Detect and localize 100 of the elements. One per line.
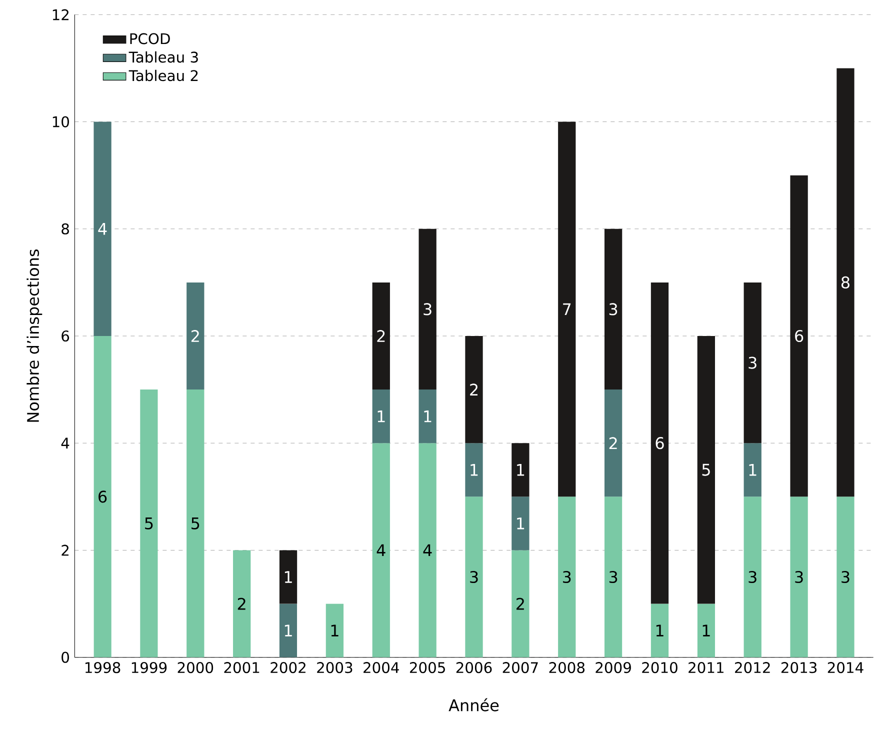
data-label: 1: [656, 624, 664, 636]
bar: [744, 443, 762, 497]
x-tick-label: 2001: [224, 662, 260, 674]
legend-label: Tableau 3: [128, 51, 198, 63]
data-label: 1: [702, 624, 710, 636]
x-tick-label: 2008: [549, 662, 585, 674]
data-label: 6: [795, 330, 804, 342]
bar: [512, 496, 530, 550]
y-tick-label: 6: [62, 330, 70, 342]
data-label: 3: [424, 303, 432, 316]
data-label: 2: [377, 330, 385, 342]
bar: [604, 390, 622, 497]
x-tick-label: 2014: [828, 662, 864, 674]
data-label: 5: [192, 517, 200, 530]
bar: [279, 604, 298, 658]
x-tick-label: 2006: [456, 662, 492, 674]
data-label: 3: [795, 570, 803, 584]
x-tick-label: 2004: [364, 662, 399, 674]
y-tick-label: 2: [62, 544, 68, 556]
data-label: 1: [749, 464, 756, 476]
bar: [744, 282, 762, 444]
bar: [186, 390, 204, 658]
bar: [372, 443, 390, 658]
data-label: 5: [702, 464, 710, 476]
x-tick-label: 2000: [178, 662, 214, 674]
bar: [650, 604, 669, 658]
x-tick-label: 2002: [270, 662, 306, 674]
bar: [418, 443, 436, 658]
bar: [465, 443, 483, 497]
bar: [697, 604, 715, 658]
y-tick-label: 8: [62, 223, 69, 234]
bar: [372, 390, 390, 444]
bar: [465, 336, 483, 444]
bar: [279, 550, 298, 604]
data-label: 1: [331, 624, 338, 636]
y-tick-label: 10: [52, 116, 69, 128]
x-tick-label: 1999: [132, 662, 167, 674]
bar: [650, 282, 669, 604]
data-label: 1: [517, 464, 524, 476]
data-label: 1: [470, 464, 478, 476]
data-label: 1: [284, 624, 292, 636]
data-label: 1: [378, 410, 385, 422]
bar: [94, 336, 112, 658]
bar: [418, 228, 436, 390]
bar: [790, 175, 808, 497]
y-tick-label: 4: [61, 438, 70, 448]
bar: [418, 390, 436, 444]
data-label: 4: [98, 223, 107, 235]
bar: [836, 496, 854, 658]
data-label: 5: [145, 517, 153, 530]
bar: [512, 550, 530, 658]
data-label: 3: [842, 570, 850, 584]
data-label: 3: [609, 570, 618, 584]
x-tick-label: 2011: [688, 662, 724, 674]
x-tick-label: 2005: [410, 662, 445, 674]
data-label: 4: [423, 544, 432, 556]
bar: [372, 282, 390, 390]
data-label: 6: [98, 490, 107, 503]
data-label: 7: [563, 303, 571, 316]
data-label: 1: [284, 571, 292, 583]
data-label: 6: [656, 437, 664, 450]
data-label: 2: [609, 437, 617, 450]
data-label: 2: [470, 384, 478, 396]
bar: [94, 122, 112, 336]
x-tick-label: 2013: [781, 662, 817, 674]
x-axis-title: Année: [448, 698, 499, 712]
bar: [604, 228, 622, 390]
bar: [558, 496, 576, 658]
data-label: 3: [609, 303, 618, 316]
data-label: 1: [517, 518, 524, 530]
bar: [744, 496, 762, 658]
data-label: 2: [238, 598, 246, 610]
x-tick-label: 2009: [596, 662, 631, 674]
bar: [233, 550, 251, 658]
data-label: 4: [376, 544, 386, 556]
data-label: 3: [748, 570, 756, 584]
bar: [697, 336, 715, 604]
bar: [140, 390, 158, 658]
bar: [790, 496, 808, 658]
data-label: 3: [748, 356, 756, 369]
x-tick-label: 2010: [642, 662, 678, 674]
data-label: 1: [424, 410, 432, 422]
data-label: 3: [470, 570, 478, 584]
x-tick-label: 2003: [317, 662, 352, 674]
x-tick-label: 2012: [735, 662, 770, 674]
bar: [465, 496, 483, 658]
bar: [558, 122, 576, 497]
bar: [186, 282, 204, 390]
data-label: 3: [563, 570, 571, 584]
y-tick-label: 12: [52, 9, 68, 20]
y-tick-label: 0: [62, 652, 69, 663]
data-label: 2: [516, 598, 524, 610]
bar: [836, 68, 854, 497]
bar: [604, 496, 622, 658]
x-tick-label: 2007: [502, 662, 538, 674]
legend-label: PCOD: [130, 33, 170, 44]
x-tick-label: 1998: [85, 662, 120, 674]
bar: [512, 443, 530, 497]
y-axis-title: Nombre d’inspections: [26, 249, 42, 422]
bar: [326, 604, 344, 658]
